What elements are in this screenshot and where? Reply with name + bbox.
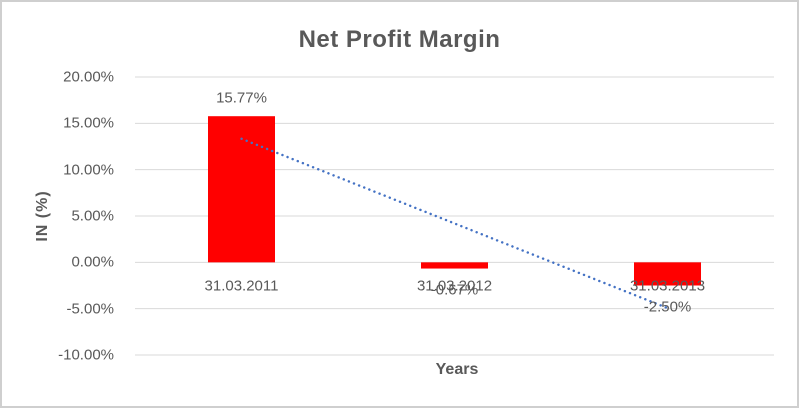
y-tick-label: -10.00% bbox=[58, 346, 114, 364]
y-tick-label: 0.00% bbox=[71, 253, 114, 271]
bar bbox=[421, 262, 488, 269]
category-label: 31.03.2013 bbox=[629, 277, 706, 295]
y-axis-title: IN (%) bbox=[34, 190, 51, 242]
bar bbox=[634, 262, 701, 286]
bar bbox=[208, 116, 275, 263]
data-label: 15.77% bbox=[216, 89, 267, 107]
trendline bbox=[240, 137, 669, 310]
y-tick-label: 15.00% bbox=[63, 114, 114, 132]
category-label: 31.03.2011 bbox=[204, 277, 279, 295]
y-tick-label: 20.00% bbox=[63, 68, 114, 86]
y-tick-label: 10.00% bbox=[63, 161, 114, 179]
y-tick-label: -5.00% bbox=[66, 300, 114, 318]
category-label: 31.03.2012 bbox=[416, 277, 493, 295]
data-label: -0.67% bbox=[430, 281, 479, 299]
x-axis-title: Years bbox=[435, 361, 479, 378]
y-tick-label: 5.00% bbox=[71, 207, 114, 225]
chart-title: Net Profit Margin bbox=[298, 26, 501, 53]
data-label: -2.50% bbox=[643, 298, 692, 315]
